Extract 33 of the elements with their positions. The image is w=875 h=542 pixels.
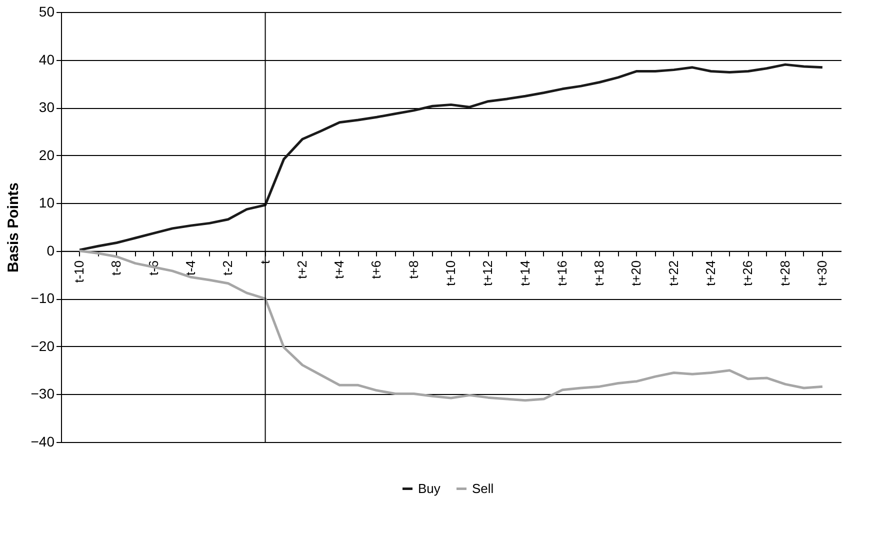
y-tick-label: −30 <box>30 386 55 402</box>
x-tick-label: t+16 <box>554 260 570 286</box>
x-tick-label: t-10 <box>72 260 87 283</box>
x-tick-label: t-8 <box>108 260 124 276</box>
x-tick-label: t+26 <box>740 260 756 286</box>
y-tick-label: −20 <box>30 338 55 354</box>
y-tick-label: 10 <box>38 194 55 211</box>
y-tick-label: 50 <box>38 4 55 20</box>
x-tick-label: t+4 <box>332 260 347 279</box>
x-tick-label: t+6 <box>368 260 384 279</box>
x-tick-label: t <box>257 260 272 264</box>
x-tick-label: t-4 <box>183 260 198 276</box>
x-tick-label: t+12 <box>480 260 496 286</box>
y-tick-label: −10 <box>30 290 55 306</box>
y-tick-label: −40 <box>30 434 55 450</box>
x-tick-label: t+30 <box>814 260 830 286</box>
legend-label: Sell <box>472 480 494 496</box>
x-tick-label: t-2 <box>220 260 236 276</box>
x-tick-label: t+24 <box>703 260 718 286</box>
x-tick-label: t+18 <box>592 260 607 286</box>
y-axis-title: Basis Points <box>4 182 22 273</box>
x-tick-label: t+22 <box>666 260 681 286</box>
y-tick-label: 0 <box>46 242 55 258</box>
y-tick-label: 30 <box>38 99 55 116</box>
x-tick-label: t+8 <box>406 260 421 279</box>
x-tick-label: t+28 <box>777 260 792 286</box>
y-tick-label: 40 <box>38 51 55 68</box>
x-tick-label: t+2 <box>294 260 310 279</box>
x-tick-label: t+10 <box>443 260 458 286</box>
legend-label: Buy <box>418 480 441 496</box>
x-tick-label: t+14 <box>517 260 532 286</box>
y-tick-label: 20 <box>38 146 55 163</box>
x-tick-label: t+20 <box>628 260 644 286</box>
